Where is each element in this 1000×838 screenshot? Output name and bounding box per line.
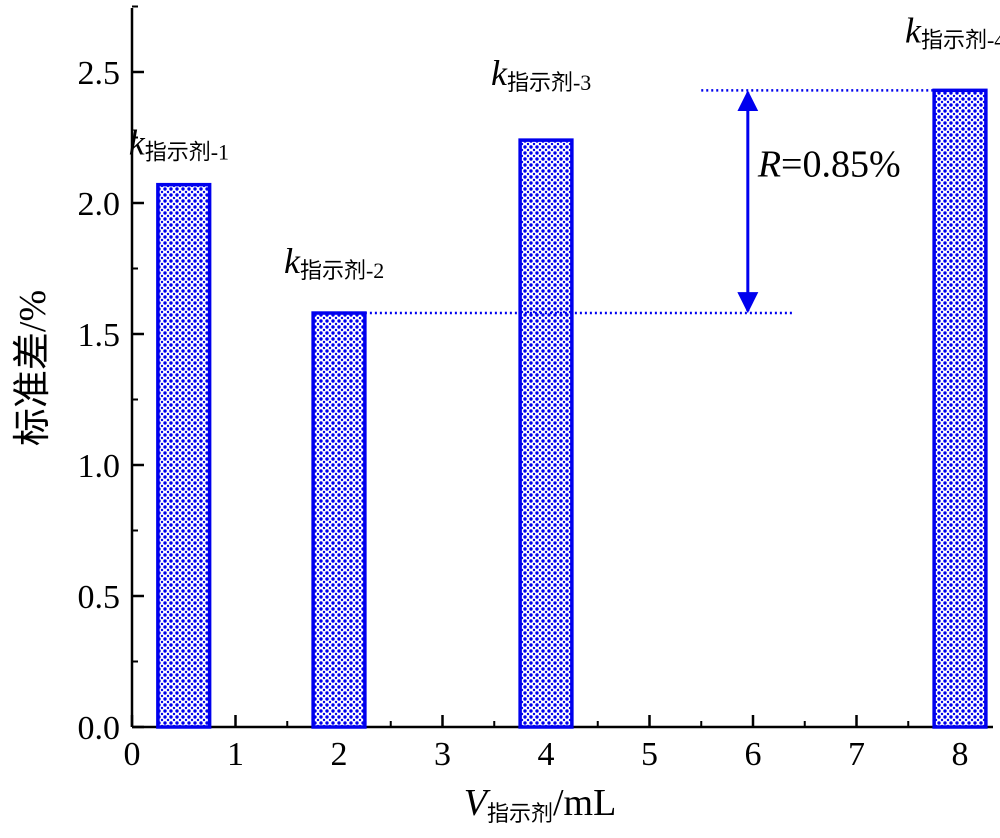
range-label-value: =0.85%: [781, 144, 901, 186]
x-tick-label: 8: [952, 736, 969, 773]
x-axis-title-unit: /mL: [553, 782, 616, 824]
y-ticks: 0.0 0.5 1.0 1.5 2.0 2.5: [78, 5, 144, 747]
y-tick-label: 1.5: [78, 317, 121, 354]
bar-label-sub: 指示剂-1: [145, 140, 229, 165]
x-axis-title: V指示剂/mL: [464, 782, 617, 826]
bar-4: [932, 88, 988, 729]
y-tick-label: 2.0: [78, 186, 121, 223]
bar-label-k: k: [284, 241, 301, 281]
bar-label-sub: 指示剂-2: [300, 258, 384, 283]
bar-label-4: k指示剂-4: [905, 10, 1000, 52]
y-tick-label: 2.5: [78, 55, 121, 92]
x-tick-label: 7: [848, 736, 865, 773]
bar-label-2: k指示剂-2: [284, 241, 384, 283]
x-axis-title-var: V: [464, 782, 491, 824]
x-tick-label: 5: [641, 736, 658, 773]
bar-label-sub: 指示剂-3: [507, 70, 591, 95]
bars: [156, 88, 988, 729]
range-label-var: R: [757, 144, 781, 186]
bar-1: [156, 182, 212, 729]
y-tick-label: 0.0: [78, 710, 121, 747]
y-tick-label: 1.0: [78, 448, 121, 485]
range-annotation: R=0.85%: [364, 89, 935, 315]
x-tick-label: 2: [331, 736, 348, 773]
x-axis-title-sub: 指示剂: [487, 801, 553, 826]
bar-label-k: k: [905, 10, 922, 50]
bar-2: [311, 311, 367, 729]
bar-3: [518, 138, 574, 729]
x-tick-label: 3: [434, 736, 451, 773]
range-label: R=0.85%: [757, 144, 901, 186]
bar-label-k: k: [129, 123, 146, 163]
bar-label-k: k: [491, 53, 508, 93]
x-ticks: 0 1 2 3 4 5 6 7 8: [124, 715, 969, 773]
y-axis-title: 标准差/%: [12, 290, 54, 446]
bar-label-3: k指示剂-3: [491, 53, 591, 95]
x-tick-label: 0: [124, 736, 141, 773]
bar-label-1: k指示剂-1: [129, 123, 229, 165]
x-tick-label: 4: [538, 736, 555, 773]
bar-label-sub: 指示剂-4: [921, 27, 1000, 52]
x-tick-label: 6: [745, 736, 762, 773]
x-tick-label: 1: [227, 736, 244, 773]
y-tick-label: 0.5: [78, 579, 121, 616]
